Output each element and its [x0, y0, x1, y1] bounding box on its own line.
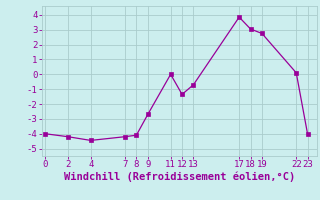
- X-axis label: Windchill (Refroidissement éolien,°C): Windchill (Refroidissement éolien,°C): [64, 172, 295, 182]
